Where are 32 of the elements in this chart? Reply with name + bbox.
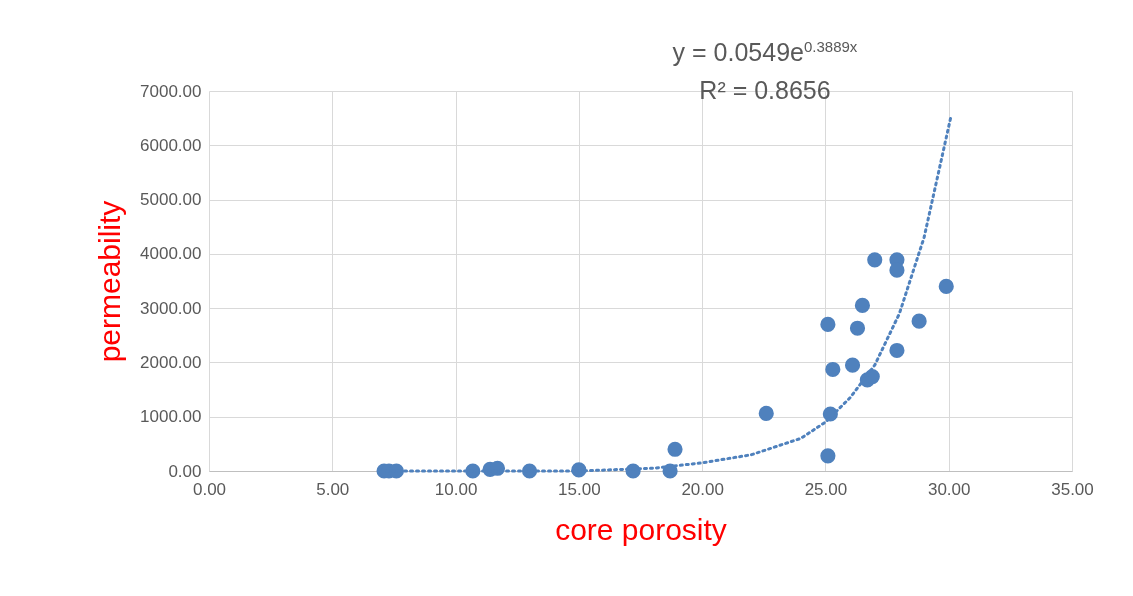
x-axis-title: core porosity (555, 512, 727, 546)
point (758, 405, 774, 422)
y-tick-label: 1000.00 (140, 407, 202, 427)
point (820, 448, 836, 464)
y-tick-label: 7000.00 (140, 81, 202, 101)
x-tick-label: 15.00 (558, 479, 601, 499)
y-tick-label: 4000.00 (140, 244, 202, 264)
point (867, 252, 883, 268)
x-tick-label: 5.00 (316, 479, 350, 499)
point (854, 297, 870, 313)
point (844, 357, 861, 373)
annotation: R² = 0.8656 (698, 75, 832, 107)
point (667, 441, 683, 457)
x-tick-label: 20.00 (681, 479, 724, 499)
point (938, 278, 954, 294)
x-tick-label: 35.00 (1051, 479, 1094, 499)
point (820, 316, 836, 332)
point (825, 361, 841, 378)
x-tick-label: 10.00 (434, 479, 478, 499)
y-tick-label: 0.00 (168, 461, 202, 481)
text: y = 0.0549e$^{0.3889x}$ (671, 37, 859, 69)
y-tick-label: 6000.00 (140, 135, 202, 155)
x-tick-label: 0.00 (192, 479, 227, 499)
y-tick-label: 2000.00 (140, 352, 202, 372)
y-axis-title: permeability (93, 200, 127, 363)
point (889, 342, 905, 359)
point (849, 320, 866, 336)
x-tick-label: 25.00 (804, 479, 848, 499)
y-tick-label: 3000.00 (140, 298, 202, 318)
y-tick-label: 5000.00 (140, 190, 202, 210)
point (911, 313, 927, 329)
x-tick-label: 30.00 (927, 479, 971, 499)
